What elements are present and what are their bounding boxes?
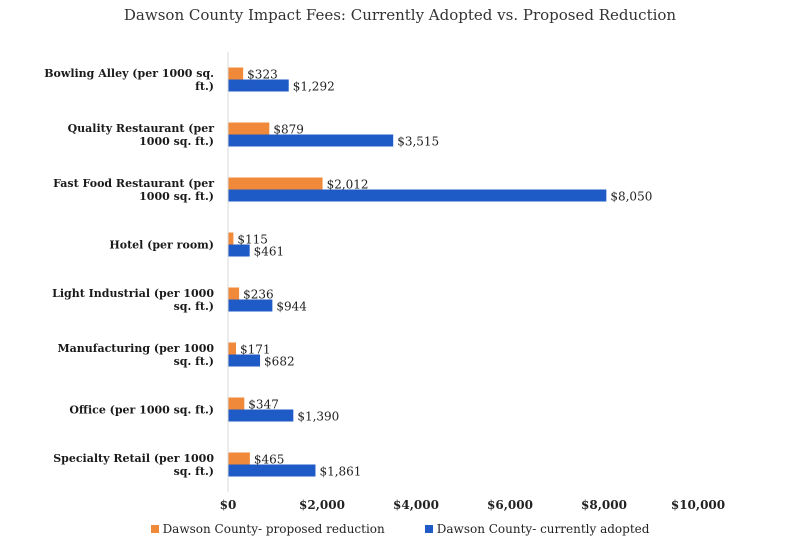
bar-proposed [228, 452, 250, 465]
data-label: $1,390 [297, 410, 339, 424]
bar-adopted [228, 134, 394, 147]
x-axis-ticks: $0 $2,000 $4,000 $6,000 $8,000 $10,000 [220, 52, 725, 512]
bar-adopted [228, 79, 289, 92]
data-label: $682 [264, 355, 295, 369]
legend: Dawson County- proposed reduction Dawson… [0, 522, 800, 536]
legend-item-proposed: Dawson County- proposed reduction [150, 522, 385, 536]
legend-item-adopted: Dawson County- currently adopted [424, 522, 650, 536]
category-label: Fast Food Restaurant (per 1000 sq. ft.) [53, 177, 214, 203]
data-label: $8,050 [610, 190, 652, 204]
bar-adopted [228, 244, 250, 257]
category-label: Quality Restaurant (per 1000 sq. ft.) [68, 122, 215, 148]
data-labels: $323 $1,292 $879 $3,515 $2,012 $8,050 $115$461… [237, 68, 652, 479]
category-label: Manufacturing (per 1000 sq. ft.) [57, 342, 214, 368]
category-label: Light Industrial (per 1000 sq. ft.) [52, 287, 214, 313]
data-label: $323 [247, 68, 278, 82]
data-label: $2,012 [327, 178, 369, 192]
bar-proposed [228, 67, 244, 80]
x-tick-label: $10,000 [671, 498, 725, 512]
category-label: Office (per 1000 sq. ft.) [69, 404, 214, 417]
chart-title: Dawson County Impact Fees: Currently Ado… [123, 6, 677, 24]
bar-proposed [228, 232, 234, 245]
data-label: $461 [254, 245, 285, 259]
data-label: $944 [276, 300, 307, 314]
data-label: $879 [273, 123, 304, 137]
x-tick-label: $0 [220, 498, 237, 512]
data-label: $236 [243, 288, 274, 302]
category-labels: Bowling Alley (per 1000 sq. ft.) Quality R… [44, 67, 214, 478]
data-label: $3,515 [397, 135, 439, 149]
bar-proposed [228, 397, 245, 410]
bar-adopted [228, 354, 261, 367]
legend-swatch-adopted [424, 525, 433, 533]
x-tick-label: $8,000 [581, 498, 627, 512]
data-label: $1,292 [293, 80, 335, 94]
x-tick-label: $4,000 [393, 498, 439, 512]
x-tick-label: $2,000 [299, 498, 345, 512]
bar-adopted [228, 189, 607, 202]
bar-proposed [228, 342, 237, 355]
legend-label-proposed: Dawson County- proposed reduction [162, 522, 385, 536]
legend-swatch-proposed [150, 525, 159, 533]
bar-proposed [228, 287, 240, 300]
bar-adopted [228, 299, 273, 312]
data-label: $115 [237, 233, 268, 247]
category-label: Hotel (per room) [109, 239, 214, 252]
bar-proposed [228, 177, 323, 190]
data-label: $1,861 [319, 465, 361, 479]
x-tick-label: $6,000 [487, 498, 533, 512]
bar-adopted [228, 409, 294, 422]
bar-adopted [228, 464, 316, 477]
bars [228, 67, 607, 477]
data-label: $347 [248, 398, 279, 412]
data-label: $171 [240, 343, 271, 357]
legend-label-adopted: Dawson County- currently adopted [436, 522, 650, 536]
category-label: Bowling Alley (per 1000 sq. ft.) [44, 67, 214, 93]
data-label: $465 [254, 453, 285, 467]
bar-proposed [228, 122, 270, 135]
category-label: Specialty Retail (per 1000 sq. ft.) [53, 452, 214, 478]
